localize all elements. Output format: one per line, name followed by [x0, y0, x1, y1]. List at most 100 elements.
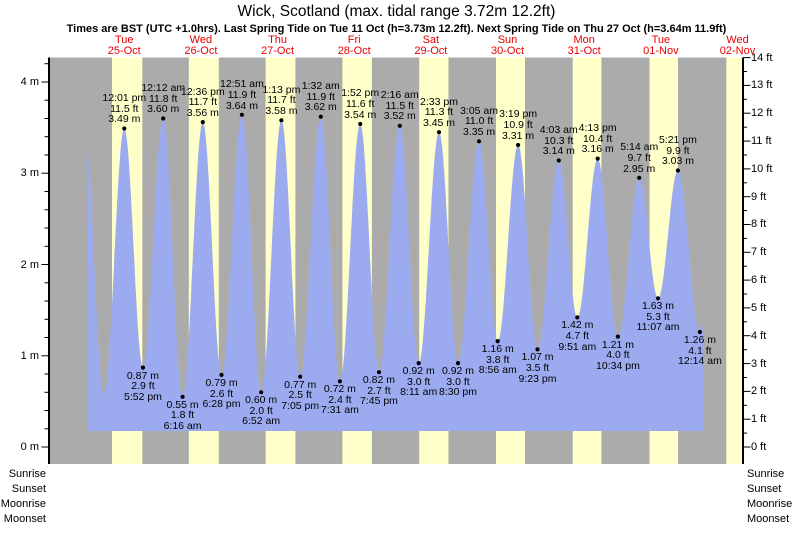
- day-date: 31-Oct: [567, 45, 601, 57]
- tide-event-label: 1.26 m 4.1 ft 12:14 am: [668, 335, 732, 367]
- tide-event-line: 12:14 am: [678, 355, 722, 368]
- low-tide-dot: [535, 347, 540, 352]
- high-tide-dot: [161, 116, 166, 121]
- tide-event-line: 2.0 ft: [249, 404, 273, 417]
- y-tick-label-right: 0 ft: [751, 441, 767, 453]
- tide-event-line: 6:16 am: [163, 420, 202, 432]
- tide-event-line: 10.9 ft: [503, 119, 533, 132]
- almanac-label-left: Sunrise: [8, 468, 46, 480]
- tide-event-line: 3.0 ft: [406, 375, 431, 388]
- almanac-label-left: Moonset: [3, 513, 46, 525]
- tide-event-line: 1:13 pm: [262, 83, 301, 96]
- tide-event-line: 3.5 ft: [525, 361, 550, 374]
- tide-event-line: 1:52 pm: [341, 87, 380, 100]
- low-tide-dot: [495, 339, 500, 344]
- tide-event-line: 9:51 am: [558, 340, 597, 353]
- page-title: Wick, Scotland (max. tidal range 3.72m 1…: [237, 3, 556, 20]
- tide-event-line: 8:30 pm: [439, 386, 477, 399]
- tide-event-label: 0.92 m 3.0 ft 8:11 am: [387, 366, 451, 398]
- tide-event-label: 5:21 pm 9.9 ft 3.03 m: [646, 135, 710, 167]
- low-tide-dot: [337, 379, 342, 384]
- low-tide-dot: [376, 370, 382, 375]
- tide-event-line: 11.8 ft: [148, 92, 178, 105]
- tide-event-line: 11.9 ft: [306, 90, 335, 103]
- tide-event-label: 1.63 m 5.3 ft 11:07 am: [626, 301, 690, 333]
- tide-event-line: 10:34 pm: [596, 359, 640, 372]
- day-label: Fri 28-Oct: [319, 35, 389, 57]
- tide-event-label: 12:51 am 11.9 ft 3.64 m: [210, 79, 274, 111]
- tide-event-label: 0.87 m 2.9 ft 5:52 pm: [111, 371, 175, 403]
- day-of-week: Wed: [726, 34, 749, 46]
- day-of-week: Sun: [497, 34, 518, 46]
- low-tide-dot: [259, 390, 264, 395]
- tide-event-line: 7:05 pm: [281, 399, 320, 412]
- tide-event-label: 1:52 pm 11.6 ft 3.54 m: [328, 88, 392, 120]
- day-label: Tue 25-Oct: [89, 35, 159, 57]
- tide-event-line: 8:56 am: [478, 364, 517, 377]
- y-tick-label-right: 4 ft: [751, 329, 767, 342]
- tide-event-label: 4:03 am 10.3 ft 3.14 m: [527, 125, 591, 157]
- day-of-week: Thu: [268, 34, 288, 46]
- tide-event-line: 0.92 m: [402, 365, 435, 378]
- tide-event-line: 10.3 ft: [544, 134, 574, 147]
- tide-event-line: 1.16 m: [481, 343, 514, 356]
- tide-curve: [87, 114, 704, 432]
- tide-event-line: 1:32 am: [301, 80, 340, 93]
- high-tide-dot: [556, 158, 561, 163]
- tide-event-line: 3.31 m: [502, 129, 535, 142]
- tide-event-line: 3.03 m: [661, 155, 694, 168]
- tide-event-line: 0.60 m: [245, 394, 278, 407]
- y-tick-label-right: 10 ft: [751, 162, 773, 175]
- day-date: 25-Oct: [107, 45, 141, 57]
- tide-event-label: 0.79 m 2.6 ft 6:28 pm: [190, 378, 254, 410]
- low-tide-dot: [219, 372, 224, 377]
- y-tick-label-right: 8 ft: [751, 218, 767, 231]
- tide-event-line: 5:14 am: [620, 141, 659, 154]
- high-tide-dot: [476, 139, 482, 144]
- tide-event-line: 3.35 m: [462, 126, 496, 138]
- tide-event-label: 0.55 m 1.8 ft 6:16 am: [151, 400, 215, 432]
- tide-event-label: 3:19 pm 10.9 ft 3.31 m: [486, 109, 550, 141]
- tide-event-line: 2.7 ft: [367, 384, 391, 397]
- tide-event-line: 12:36 pm: [180, 85, 225, 98]
- tide-event-line: 12:01 pm: [102, 92, 147, 105]
- low-tide-dot: [615, 334, 621, 339]
- tide-event-line: 3.54 m: [344, 108, 377, 121]
- high-tide-dot: [637, 175, 642, 180]
- day-date: 02-Nov: [719, 45, 756, 57]
- tide-event-line: 0.87 m: [126, 369, 160, 382]
- tide-event-label: 0.72 m 2.4 ft 7:31 am: [308, 384, 372, 416]
- tide-event-line: 11.5 ft: [110, 102, 139, 115]
- tide-event-line: 9.9 ft: [666, 144, 690, 157]
- tide-event-line: 3.49 m: [108, 113, 141, 126]
- tide-event-label: 3:05 am 11.0 ft 3.35 m: [447, 106, 511, 138]
- y-tick-label-left: 2 m: [20, 258, 39, 271]
- tide-event-label: 12:12 am 11.8 ft 3.60 m: [131, 83, 195, 115]
- tide-event-line: 2.9 ft: [131, 380, 155, 393]
- y-tick-label-left: 0 m: [20, 441, 39, 453]
- tide-event-line: 9.7 ft: [627, 151, 651, 164]
- day-of-week: Fri: [347, 34, 361, 46]
- almanac-label-right: Moonset: [747, 513, 790, 525]
- high-tide-dot: [436, 130, 442, 135]
- y-tick-label-left: 1 m: [20, 349, 39, 362]
- tide-event-line: 3:19 pm: [499, 108, 538, 121]
- tide-event-line: 11.9 ft: [227, 88, 257, 101]
- tide-event-label: 0.82 m 2.7 ft 7:45 pm: [347, 375, 411, 407]
- page-subtitle: Times are BST (UTC +1.0hrs). Last Spring…: [66, 23, 727, 35]
- tide-event-line: 3.14 m: [542, 145, 575, 158]
- day-label: Tue 01-Nov: [626, 35, 696, 57]
- tide-event-line: 1.26 m: [683, 334, 716, 347]
- tide-event-line: 3.56 m: [186, 106, 219, 119]
- tide-event-line: 11.7 ft: [267, 94, 296, 107]
- tide-event-label: 12:36 pm 11.7 ft 3.56 m: [171, 87, 235, 119]
- tide-event-line: 3.60 m: [147, 103, 180, 116]
- tide-event-line: 1.07 m: [521, 351, 554, 364]
- tide-event-line: 7:31 am: [320, 404, 359, 417]
- y-tick-label-right: 2 ft: [751, 385, 767, 398]
- high-tide-dot: [279, 118, 284, 123]
- daylight-band: [726, 57, 743, 464]
- high-tide-dot: [595, 156, 600, 161]
- tide-event-line: 11:07 am: [636, 321, 680, 334]
